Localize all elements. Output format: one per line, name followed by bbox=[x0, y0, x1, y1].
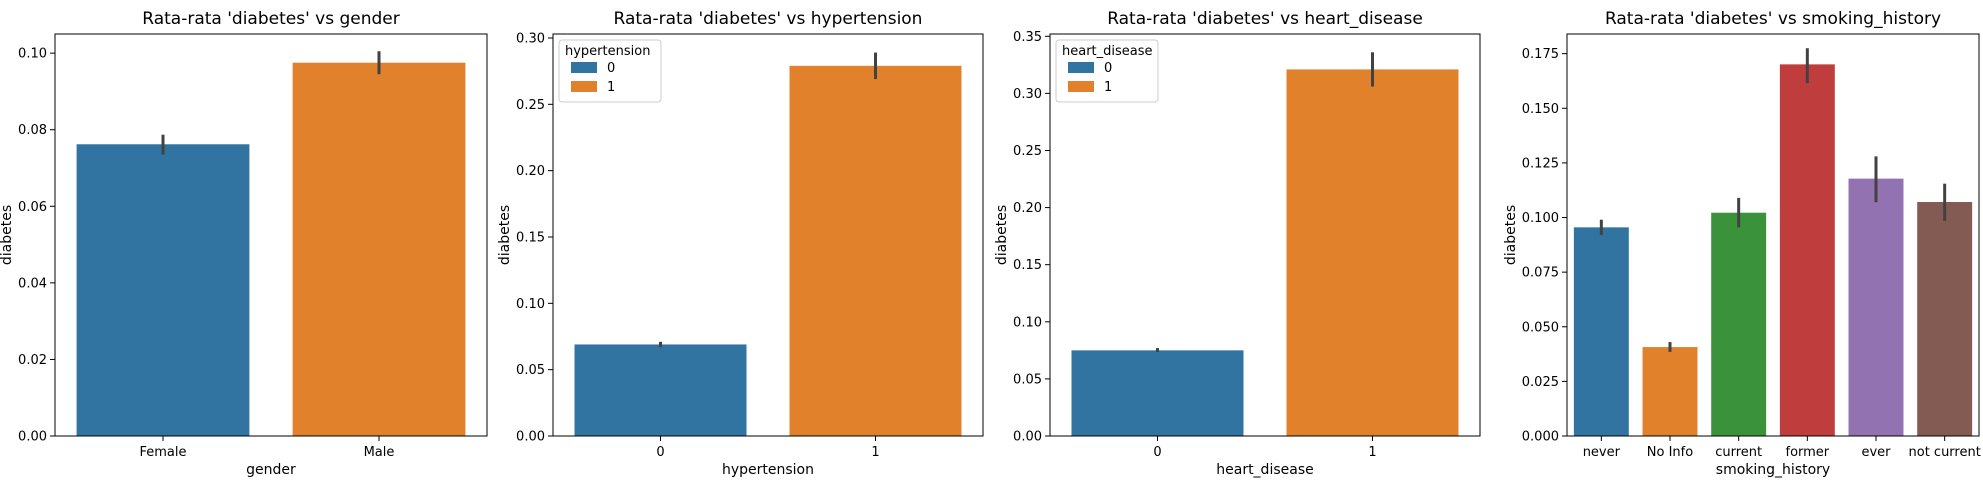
axes-frame bbox=[552, 33, 984, 437]
bar-1 bbox=[789, 65, 962, 436]
legend-swatch bbox=[571, 81, 597, 92]
legend: hypertension 0 1 bbox=[558, 39, 662, 103]
y-axis-label: diabetes bbox=[994, 205, 1010, 265]
y-tick-label: 0.30 bbox=[1013, 87, 1042, 102]
x-axis-label: smoking_history bbox=[1716, 462, 1830, 478]
y-tick-label: 0.10 bbox=[18, 47, 47, 62]
x-axis-label: heart_disease bbox=[1216, 462, 1313, 478]
legend-title: heart_disease bbox=[1062, 44, 1153, 59]
axes-frame bbox=[1566, 33, 1980, 437]
subplot-1: Rata-rata 'diabetes' vs gender 0.00 0.02 0.… bbox=[0, 9, 488, 478]
y-tick-label: 0.075 bbox=[1522, 266, 1559, 281]
bar-male bbox=[292, 62, 466, 436]
y-tick-label: 0.25 bbox=[516, 98, 545, 113]
legend: heart_disease 0 1 bbox=[1055, 39, 1159, 103]
bar-ever bbox=[1848, 178, 1904, 436]
y-tick-label: 0.00 bbox=[516, 430, 545, 445]
y-tick-label: 0.25 bbox=[1013, 144, 1042, 159]
axes-frame bbox=[1049, 33, 1481, 437]
axes-frame bbox=[54, 33, 488, 437]
y-tick-label: 0.08 bbox=[18, 123, 47, 138]
x-axis-label: hypertension bbox=[722, 462, 814, 478]
x-tick-label: current bbox=[1715, 445, 1762, 460]
legend-entry-label: 1 bbox=[607, 80, 615, 95]
y-tick-label: 0.05 bbox=[516, 363, 545, 378]
y-tick-label: 0.35 bbox=[1013, 30, 1042, 45]
y-tick-label: 0.050 bbox=[1522, 320, 1559, 335]
y-tick-label: 0.150 bbox=[1522, 102, 1559, 117]
subplot-2: Rata-rata 'diabetes' vs hypertension 0.00… bbox=[497, 9, 984, 478]
x-tick-label: 0 bbox=[1153, 445, 1161, 460]
y-tick-label: 0.30 bbox=[516, 31, 545, 46]
bar-never bbox=[1573, 227, 1629, 436]
chart-title: Rata-rata 'diabetes' vs smoking_history bbox=[1605, 9, 1941, 29]
x-axis-label: gender bbox=[246, 462, 296, 478]
y-tick-label: 0.00 bbox=[1013, 430, 1042, 445]
chart-title: Rata-rata 'diabetes' vs heart_disease bbox=[1107, 9, 1423, 29]
bar-1 bbox=[1286, 69, 1459, 436]
legend-swatch bbox=[1068, 62, 1094, 73]
y-tick-label: 0.20 bbox=[1013, 201, 1042, 216]
y-tick-label: 0.000 bbox=[1522, 430, 1559, 445]
x-tick-label: not current bbox=[1909, 445, 1981, 460]
y-tick-label: 0.00 bbox=[18, 430, 47, 445]
legend-entry-label: 1 bbox=[1104, 80, 1112, 95]
y-tick-label: 0.02 bbox=[18, 353, 47, 368]
x-tick-label: No Info bbox=[1647, 445, 1693, 460]
y-tick-label: 0.20 bbox=[516, 164, 545, 179]
y-tick-label: 0.175 bbox=[1522, 47, 1559, 62]
chart-title: Rata-rata 'diabetes' vs hypertension bbox=[614, 9, 923, 29]
x-tick-label: Female bbox=[139, 445, 186, 460]
y-tick-label: 0.04 bbox=[18, 276, 47, 291]
y-tick-label: 0.125 bbox=[1522, 156, 1559, 171]
x-tick-label: 0 bbox=[656, 445, 664, 460]
y-tick-label: 0.06 bbox=[18, 200, 47, 215]
y-axis-label: diabetes bbox=[1503, 205, 1519, 265]
legend-swatch bbox=[1068, 81, 1094, 92]
x-tick-label: never bbox=[1583, 445, 1621, 460]
y-axis-label: diabetes bbox=[497, 205, 513, 265]
legend-entry-label: 0 bbox=[607, 61, 615, 76]
y-tick-label: 0.025 bbox=[1522, 375, 1559, 390]
y-tick-label: 0.100 bbox=[1522, 211, 1559, 226]
subplot-4: Rata-rata 'diabetes' vs smoking_history 0… bbox=[1503, 9, 1981, 478]
bar-former bbox=[1779, 64, 1835, 437]
subplot-3: Rata-rata 'diabetes' vs heart_disease 0.0… bbox=[994, 9, 1481, 478]
bar-no-info bbox=[1642, 347, 1698, 436]
bar-current bbox=[1711, 212, 1767, 436]
y-tick-label: 0.15 bbox=[516, 230, 545, 245]
legend-entry-label: 0 bbox=[1104, 61, 1112, 76]
y-tick-label: 0.05 bbox=[1013, 372, 1042, 387]
x-tick-label: 1 bbox=[1368, 445, 1376, 460]
y-tick-label: 0.10 bbox=[1013, 315, 1042, 330]
y-axis-label: diabetes bbox=[0, 205, 15, 265]
y-tick-label: 0.15 bbox=[1013, 258, 1042, 273]
x-tick-label: ever bbox=[1861, 445, 1891, 460]
x-tick-label: 1 bbox=[871, 445, 879, 460]
legend-swatch bbox=[571, 62, 597, 73]
bar-not-current bbox=[1917, 202, 1973, 436]
legend-title: hypertension bbox=[565, 44, 650, 59]
x-tick-label: Male bbox=[364, 445, 395, 460]
bar-0 bbox=[574, 344, 747, 436]
x-tick-label: former bbox=[1786, 445, 1830, 460]
y-tick-label: 0.10 bbox=[516, 297, 545, 312]
bar-female bbox=[76, 144, 250, 436]
bar-0 bbox=[1071, 350, 1244, 436]
chart-title: Rata-rata 'diabetes' vs gender bbox=[142, 9, 399, 29]
